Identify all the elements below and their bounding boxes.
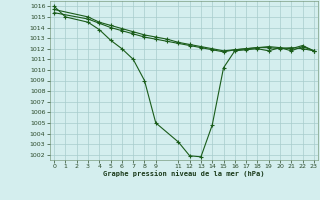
X-axis label: Graphe pression niveau de la mer (hPa): Graphe pression niveau de la mer (hPa)	[103, 171, 265, 177]
